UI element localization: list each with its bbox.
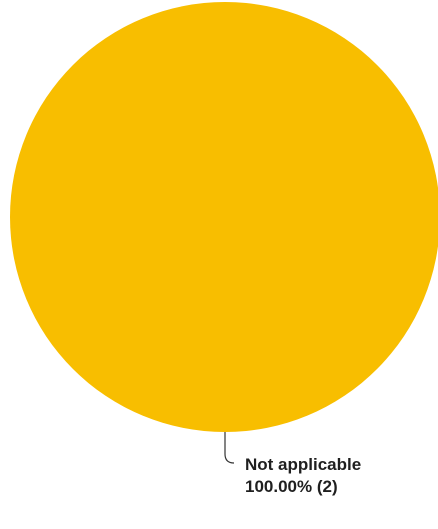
pie-slice[interactable]	[10, 2, 438, 432]
slice-label-name: Not applicable	[245, 455, 361, 474]
slice-label-value: 100.00% (2)	[245, 477, 338, 496]
slice-leader-line	[224, 432, 235, 464]
labels-layer: Not applicable 100.00% (2)	[224, 432, 361, 496]
slices-layer	[10, 2, 438, 432]
